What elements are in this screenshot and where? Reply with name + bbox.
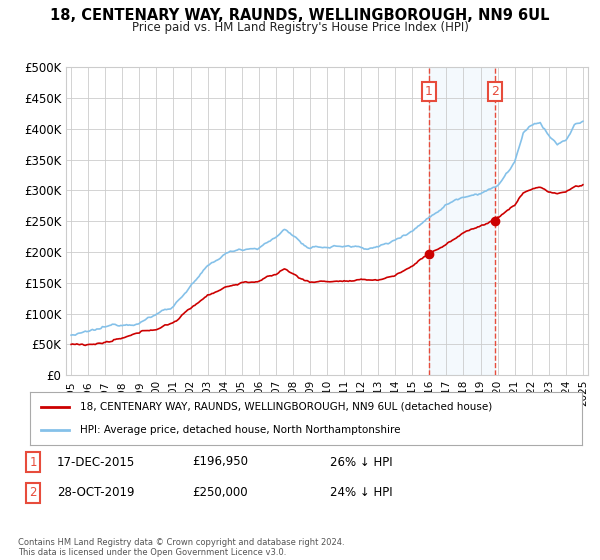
Text: HPI: Average price, detached house, North Northamptonshire: HPI: Average price, detached house, Nort…: [80, 425, 400, 435]
Text: 1: 1: [29, 455, 37, 469]
Text: 17-DEC-2015: 17-DEC-2015: [57, 455, 135, 469]
Text: 18, CENTENARY WAY, RAUNDS, WELLINGBOROUGH, NN9 6UL (detached house): 18, CENTENARY WAY, RAUNDS, WELLINGBOROUG…: [80, 402, 492, 412]
Text: 2: 2: [491, 85, 499, 99]
Text: 18, CENTENARY WAY, RAUNDS, WELLINGBOROUGH, NN9 6UL: 18, CENTENARY WAY, RAUNDS, WELLINGBOROUG…: [50, 8, 550, 24]
Text: £250,000: £250,000: [192, 486, 248, 500]
Text: £196,950: £196,950: [192, 455, 248, 469]
Text: 26% ↓ HPI: 26% ↓ HPI: [330, 455, 392, 469]
Text: Contains HM Land Registry data © Crown copyright and database right 2024.
This d: Contains HM Land Registry data © Crown c…: [18, 538, 344, 557]
Bar: [428, 67, 494, 375]
Text: 2: 2: [29, 486, 37, 500]
Text: 28-OCT-2019: 28-OCT-2019: [57, 486, 134, 500]
Text: 24% ↓ HPI: 24% ↓ HPI: [330, 486, 392, 500]
Text: 1: 1: [425, 85, 433, 99]
Text: Price paid vs. HM Land Registry's House Price Index (HPI): Price paid vs. HM Land Registry's House …: [131, 21, 469, 34]
